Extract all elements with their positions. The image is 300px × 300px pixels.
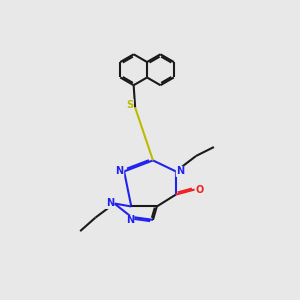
Text: N: N	[106, 199, 114, 208]
Text: N: N	[116, 167, 124, 176]
Text: N: N	[176, 167, 184, 176]
Text: S: S	[126, 100, 134, 110]
Text: N: N	[126, 215, 134, 225]
Text: O: O	[196, 184, 204, 194]
